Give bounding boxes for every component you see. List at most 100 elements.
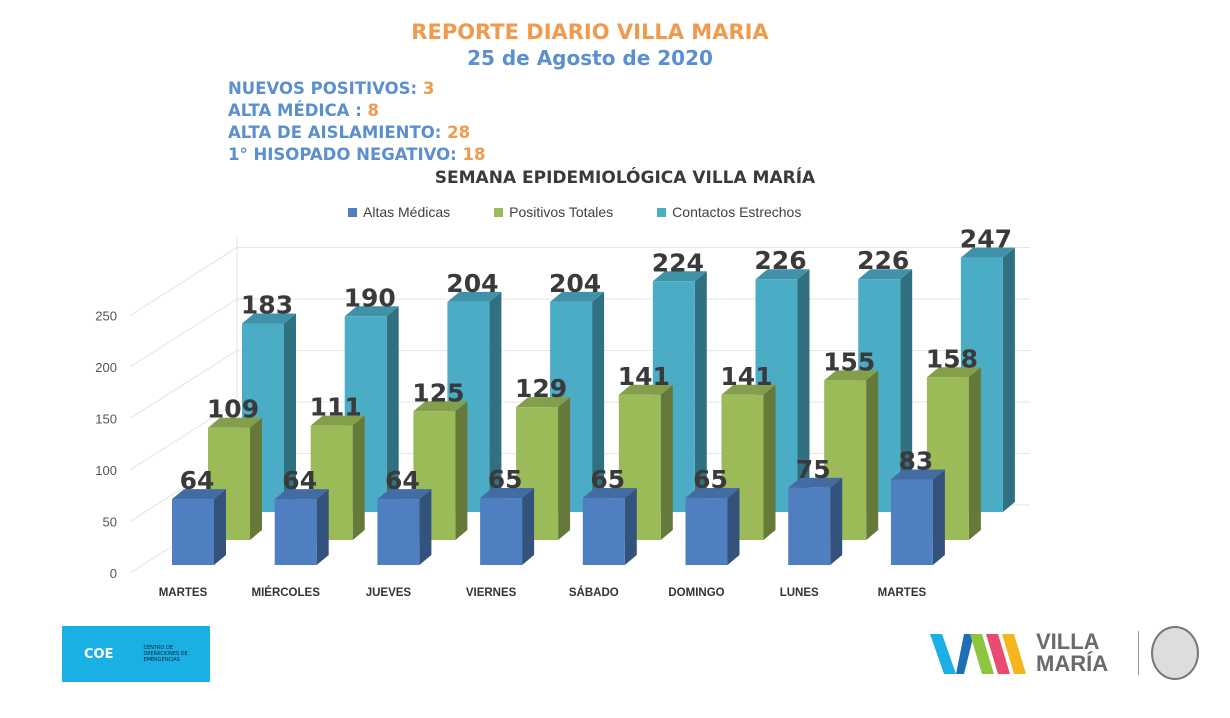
bar-top xyxy=(890,469,945,480)
x-tick-label: MARTES xyxy=(159,587,208,599)
stat-value: 3 xyxy=(422,79,435,98)
legend-item: Contactos Estrechos xyxy=(657,204,801,220)
stat-negative-swab: 1° HISOPADO NEGATIVO: 18 xyxy=(228,144,485,166)
data-label: 204 xyxy=(446,269,498,298)
bar xyxy=(480,498,523,565)
bar-side xyxy=(1002,247,1015,512)
stat-value: 18 xyxy=(462,145,486,164)
bar-top xyxy=(480,488,535,499)
villa-maria-stripes-icon xyxy=(930,634,1026,674)
legend-item: Altas Médicas xyxy=(348,204,450,220)
x-tick-label: VIERNES xyxy=(466,587,517,599)
legend-label: Altas Médicas xyxy=(363,204,451,220)
bar-top xyxy=(413,401,468,412)
bar-side xyxy=(763,384,776,540)
stat-isolation-discharge: ALTA DE AISLAMIENTO: 28 xyxy=(228,122,485,144)
coe-logo-subtext: CENTRO DE OPERACIONES DE EMERGENCIAS xyxy=(143,645,188,663)
data-label: 64 xyxy=(282,466,317,495)
data-label: 226 xyxy=(754,246,806,275)
bar xyxy=(788,487,831,565)
bar-top xyxy=(721,384,776,395)
bar-side xyxy=(316,489,329,565)
stat-value: 28 xyxy=(447,123,471,142)
bar-side xyxy=(214,489,226,565)
bar-top xyxy=(788,477,843,488)
bar-side xyxy=(932,469,945,565)
bar-top xyxy=(960,247,1015,258)
data-label: 64 xyxy=(180,466,215,495)
bar-side xyxy=(419,489,432,565)
bar xyxy=(685,498,728,565)
bar-top xyxy=(344,306,399,317)
x-tick-label: DOMINGO xyxy=(668,587,724,599)
bar-side xyxy=(250,417,262,540)
bar-side xyxy=(797,269,810,512)
bar-side xyxy=(386,306,399,512)
bar-side xyxy=(727,488,740,565)
bar-top xyxy=(824,370,879,381)
data-label: 141 xyxy=(720,362,772,391)
bar xyxy=(274,499,317,565)
data-label: 64 xyxy=(385,466,420,495)
x-tick-label: JUEVES xyxy=(366,587,412,599)
legend-item: Positivos Totales xyxy=(494,204,613,220)
legend-swatch xyxy=(657,208,667,217)
data-label: 125 xyxy=(412,378,464,407)
bar-top xyxy=(685,488,740,499)
data-label: 141 xyxy=(618,362,670,391)
bar-side xyxy=(900,269,913,512)
data-label: 75 xyxy=(796,455,831,484)
bar-top xyxy=(858,269,913,280)
stat-label: ALTA MÉDICA : xyxy=(228,101,368,120)
coe-logo-text: COE xyxy=(84,646,114,662)
bar-top xyxy=(926,367,981,378)
stat-value: 8 xyxy=(367,101,380,120)
villa-maria-logo-text: VILLA MARÍA xyxy=(1036,629,1109,676)
bar-top xyxy=(274,489,329,500)
data-label: 158 xyxy=(926,344,978,373)
report-date: 25 de Agosto de 2020 xyxy=(467,46,713,70)
data-label: 65 xyxy=(693,465,728,494)
bar-top xyxy=(652,271,707,282)
bar xyxy=(582,498,625,565)
bar xyxy=(890,479,933,565)
data-label: 65 xyxy=(590,465,625,494)
legend-label: Positivos Totales xyxy=(509,204,614,220)
data-label: 204 xyxy=(549,269,601,298)
bar-side xyxy=(352,415,365,540)
report-title: REPORTE DIARIO VILLA MARIA xyxy=(411,20,769,44)
data-label: 224 xyxy=(652,248,704,277)
chart-legend: Altas Médicas Positivos Totales Contacto… xyxy=(348,204,801,220)
stat-label: ALTA DE AISLAMIENTO: xyxy=(228,123,448,142)
bar-side xyxy=(694,271,707,512)
bar-top xyxy=(447,291,502,302)
data-label: 190 xyxy=(344,283,396,312)
bar-side xyxy=(489,291,502,512)
y-tick-label: 50 xyxy=(103,515,117,530)
bar-top xyxy=(582,488,637,499)
data-label: 183 xyxy=(241,291,293,320)
bar-top xyxy=(377,489,432,500)
data-label: 111 xyxy=(310,393,362,422)
y-tick-label: 0 xyxy=(110,566,117,581)
bar-top xyxy=(550,291,605,302)
y-tick-label: 100 xyxy=(95,463,117,478)
data-label: 247 xyxy=(960,225,1012,254)
bar-top xyxy=(755,269,810,280)
stat-medical-discharge: ALTA MÉDICA : 8 xyxy=(228,100,485,122)
bar-top xyxy=(242,313,296,324)
bar-top xyxy=(618,384,673,395)
stat-label: NUEVOS POSITIVOS: xyxy=(228,79,423,98)
stat-label: 1° HISOPADO NEGATIVO: xyxy=(228,145,463,164)
stat-new-positives: NUEVOS POSITIVOS: 3 xyxy=(228,78,485,100)
y-tick-label: 150 xyxy=(95,412,117,427)
data-label: 65 xyxy=(488,465,523,494)
bar-side xyxy=(284,313,296,512)
bar xyxy=(172,499,214,565)
data-label: 155 xyxy=(823,347,875,376)
x-tick-label: SÁBADO xyxy=(569,586,619,599)
bar-side xyxy=(660,384,673,540)
bar-side xyxy=(455,401,468,540)
